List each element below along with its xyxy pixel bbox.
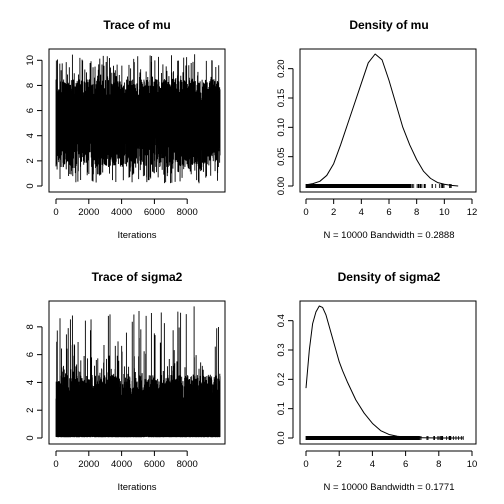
y-tick-label: 4 bbox=[25, 380, 36, 385]
plot-box bbox=[48, 300, 226, 445]
plot-box bbox=[299, 48, 477, 193]
y-tick-label: 0.4 bbox=[276, 314, 287, 327]
y-tick-label: 2 bbox=[25, 408, 36, 413]
x-tick-label: 2 bbox=[337, 459, 342, 470]
panel-density-mu: Density of mu 0 2 4 6 8 10 12 0.00 0.05 0.10 0.15… bbox=[276, 18, 477, 241]
trace-series bbox=[55, 54, 221, 184]
y-axis: 0.00 0.05 0.10 0.15 0.20 bbox=[276, 59, 294, 196]
panel-density-sigma2: Density of sigma2 0 2 4 6 8 10 0.00.10.20.30.… bbox=[276, 270, 477, 493]
x-tick-label: 6 bbox=[403, 459, 408, 470]
x-tick-label: 0 bbox=[303, 207, 308, 218]
x-tick-label: 4000 bbox=[111, 459, 132, 470]
y-tick-label: 10 bbox=[25, 55, 36, 66]
density-curve bbox=[305, 305, 464, 439]
y-tick-label: 0.20 bbox=[276, 59, 287, 78]
panel-title: Density of sigma2 bbox=[338, 270, 441, 284]
trace-line bbox=[55, 54, 221, 184]
panel-title: Trace of mu bbox=[103, 18, 170, 32]
rug-marks bbox=[305, 184, 452, 188]
y-tick-label: 0.3 bbox=[276, 343, 287, 356]
x-tick-label: 0 bbox=[53, 207, 58, 218]
y-tick-label: 0.15 bbox=[276, 89, 287, 108]
x-axis: 0 2 4 6 8 10 bbox=[303, 450, 478, 470]
x-axis: 0 2000 4000 6000 8000 bbox=[53, 450, 198, 470]
x-tick-label: 0 bbox=[303, 459, 308, 470]
y-tick-label: 8 bbox=[25, 83, 36, 88]
x-axis-label: Iterations bbox=[117, 482, 156, 493]
y-tick-label: 0 bbox=[25, 183, 36, 188]
y-tick-label: 6 bbox=[25, 108, 36, 113]
y-axis: 0 2 4 6 8 10 bbox=[25, 55, 43, 189]
x-tick-label: 8 bbox=[436, 459, 441, 470]
y-tick-label: 4 bbox=[25, 133, 36, 138]
x-tick-label: 4000 bbox=[111, 207, 132, 218]
x-tick-label: 6000 bbox=[144, 207, 165, 218]
panel-trace-mu: Trace of mu 0 2000 4000 6000 8000 0 2 4 6 8 10 It… bbox=[25, 18, 226, 241]
x-axis-label: N = 10000 Bandwidth = 0.1771 bbox=[324, 482, 455, 493]
x-tick-label: 10 bbox=[439, 207, 450, 218]
y-tick-label: 0.0 bbox=[276, 431, 287, 444]
density-curve bbox=[305, 53, 459, 187]
y-tick-label: 0.10 bbox=[276, 118, 287, 137]
x-tick-label: 2 bbox=[331, 207, 336, 218]
trace-series bbox=[55, 306, 221, 438]
y-tick-label: 8 bbox=[25, 324, 36, 329]
y-tick-label: 0 bbox=[25, 435, 36, 440]
x-axis-label: Iterations bbox=[117, 230, 156, 241]
y-tick-label: 0.1 bbox=[276, 402, 287, 415]
x-tick-label: 0 bbox=[53, 459, 58, 470]
x-tick-label: 10 bbox=[467, 459, 478, 470]
trace-line bbox=[55, 306, 221, 438]
y-tick-label: 6 bbox=[25, 352, 36, 357]
panel-title: Density of mu bbox=[349, 18, 428, 32]
x-tick-label: 4 bbox=[370, 459, 375, 470]
panel-trace-sigma2: Trace of sigma2 0 2000 4000 6000 8000 02468 … bbox=[25, 270, 226, 493]
density-series bbox=[305, 53, 459, 188]
x-tick-label: 6000 bbox=[144, 459, 165, 470]
x-tick-label: 8000 bbox=[177, 207, 198, 218]
x-tick-label: 8 bbox=[414, 207, 419, 218]
plot-box bbox=[299, 300, 477, 445]
x-axis: 0 2000 4000 6000 8000 bbox=[53, 198, 198, 218]
y-axis: 0.0 0.1 0.2 0.3 0.4 bbox=[276, 314, 294, 445]
x-axis-label: N = 10000 Bandwidth = 0.2888 bbox=[324, 230, 455, 241]
x-tick-label: 2000 bbox=[78, 207, 99, 218]
plot-box bbox=[48, 48, 226, 193]
density-series bbox=[305, 305, 464, 440]
x-tick-label: 2000 bbox=[78, 459, 99, 470]
x-tick-label: 6 bbox=[386, 207, 391, 218]
x-tick-label: 12 bbox=[467, 207, 478, 218]
y-tick-label: 0.05 bbox=[276, 147, 287, 166]
x-axis: 0 2 4 6 8 10 12 bbox=[303, 198, 478, 218]
y-tick-label: 2 bbox=[25, 158, 36, 163]
x-tick-label: 4 bbox=[359, 207, 364, 218]
y-tick-label: 0.2 bbox=[276, 373, 287, 386]
y-tick-label: 0.00 bbox=[276, 177, 287, 196]
x-tick-label: 8000 bbox=[177, 459, 198, 470]
panel-title: Trace of sigma2 bbox=[92, 270, 183, 284]
y-axis: 0 2 4 6 8 bbox=[25, 324, 43, 441]
